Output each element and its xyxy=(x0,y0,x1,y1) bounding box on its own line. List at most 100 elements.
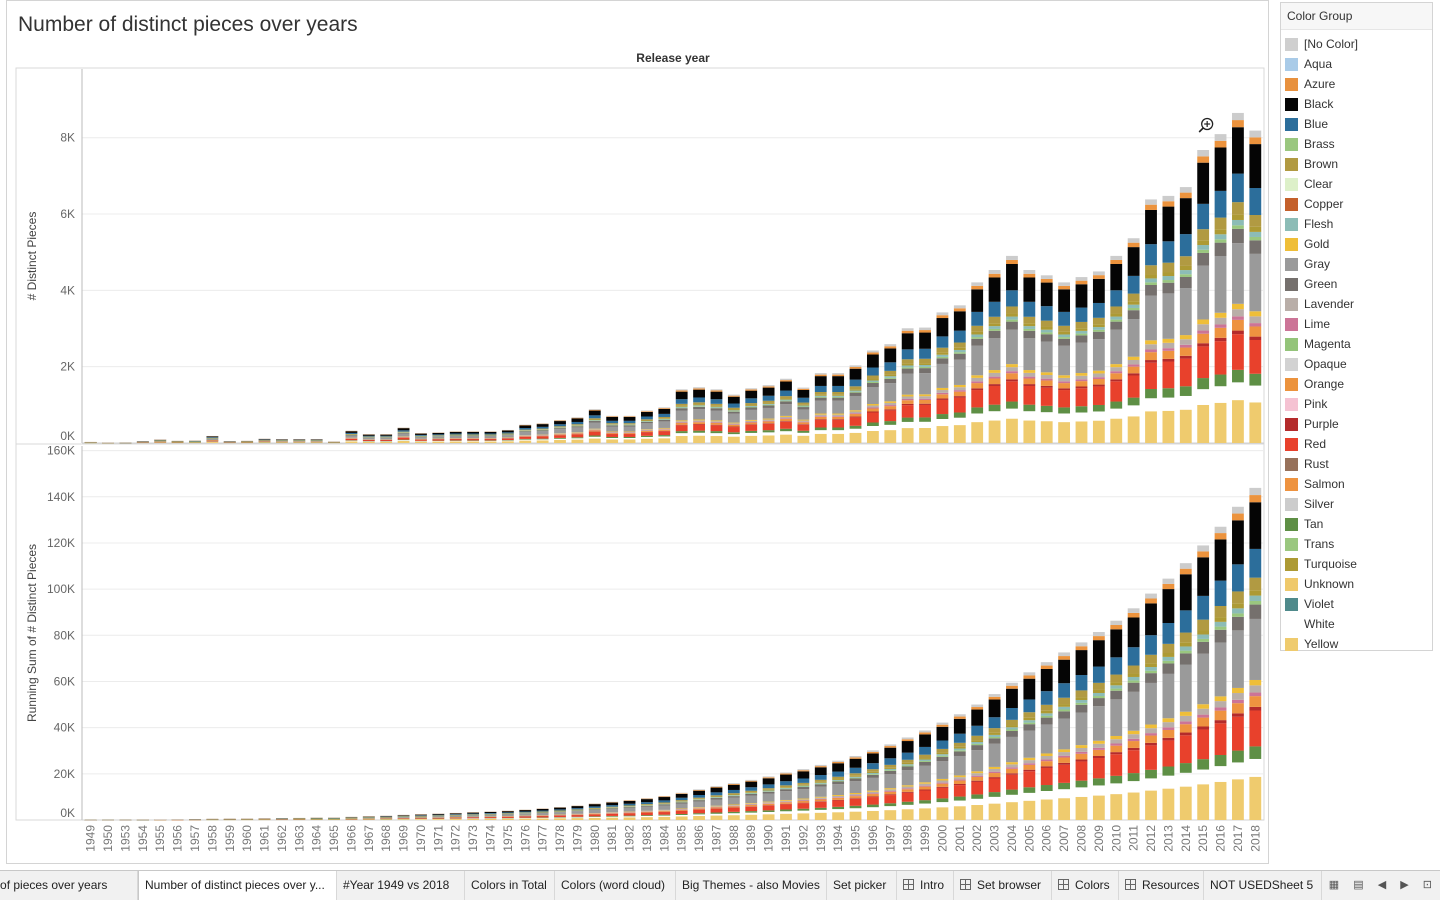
legend-swatch xyxy=(1285,377,1298,391)
bar-segment-flesh xyxy=(797,405,810,407)
legend-item[interactable]: Rust xyxy=(1281,454,1432,474)
legend-item[interactable]: Opaque xyxy=(1281,354,1432,374)
legend-item[interactable]: Red xyxy=(1281,434,1432,454)
legend-item[interactable]: Flesh xyxy=(1281,214,1432,234)
legend-item[interactable]: Magenta xyxy=(1281,334,1432,354)
zoom-icon[interactable] xyxy=(1198,117,1214,133)
legend-item[interactable]: Green xyxy=(1281,274,1432,294)
legend-item[interactable]: Salmon xyxy=(1281,474,1432,494)
present-icon[interactable]: ⊡ xyxy=(1422,879,1432,891)
legend-item[interactable]: Purple xyxy=(1281,414,1432,434)
color-legend[interactable]: Color Group [No Color] Aqua Azure Black Blue… xyxy=(1280,2,1433,651)
bar-segment-purple xyxy=(1127,747,1140,751)
bar-segment-yellow xyxy=(1058,798,1071,820)
bar-segment-gold xyxy=(1006,762,1018,765)
legend-label: Magenta xyxy=(1304,337,1351,351)
legend-item[interactable]: Brass xyxy=(1281,134,1432,154)
bar-segment-black xyxy=(866,354,879,368)
sheet-tab[interactable]: #Year 1949 vs 2018 xyxy=(337,871,465,900)
bar-segment-gray xyxy=(745,795,758,804)
legend-item[interactable]: Lime xyxy=(1281,314,1432,334)
bar-segment-gray xyxy=(1145,682,1157,725)
bar-segment-yellow xyxy=(1040,421,1053,443)
bar-segment-yellow xyxy=(1006,418,1018,443)
bar-1997 xyxy=(884,344,897,443)
legend-item[interactable]: Trans xyxy=(1281,534,1432,554)
bar-segment-salmon xyxy=(1214,710,1227,721)
legend-item[interactable]: Yellow xyxy=(1281,634,1432,654)
bar-segment-black xyxy=(745,390,758,399)
sheet-tab[interactable]: Number of distinct pieces over y... xyxy=(138,871,337,900)
sheet-tab[interactable]: Resources xyxy=(1119,871,1204,900)
bar-segment-gray xyxy=(345,435,358,438)
bar-segment-trans xyxy=(919,760,931,762)
legend-label: Gray xyxy=(1304,257,1331,271)
sheet-tab[interactable]: Set picker xyxy=(827,871,897,900)
bar-segment-blue xyxy=(1127,647,1140,666)
legend-item[interactable]: Pink xyxy=(1281,394,1432,414)
bar-segment-red xyxy=(1145,745,1157,770)
bar-segment-lavender xyxy=(1040,375,1053,379)
prev-sheet-icon[interactable]: ◀ xyxy=(1377,879,1387,891)
bar-segment-lavender xyxy=(866,791,879,794)
bar-segment-flesh xyxy=(1040,713,1053,716)
sheet-tab[interactable]: NOT USEDSheet 5 xyxy=(1204,871,1322,900)
bar-segment-tan xyxy=(397,439,410,441)
legend-item[interactable]: Unknown xyxy=(1281,574,1432,594)
sheet-tab[interactable]: Colors in Total xyxy=(465,871,555,900)
bar-segment-trans xyxy=(901,367,914,369)
bar-segment-tan xyxy=(762,810,775,812)
sheet-tab[interactable]: Intro xyxy=(897,871,954,900)
legend-item[interactable]: Clear xyxy=(1281,174,1432,194)
legend-item[interactable]: [No Color] xyxy=(1281,34,1432,54)
bar-segment-blue xyxy=(901,349,914,360)
legend-item[interactable]: Orange xyxy=(1281,374,1432,394)
sheet-tab[interactable]: Set browser xyxy=(954,871,1052,900)
bar-segment-tan xyxy=(780,809,792,812)
bar-segment-black xyxy=(988,699,1001,718)
x-tick-label: 1966 xyxy=(344,825,358,852)
bar-segment-lavender xyxy=(919,396,931,399)
bar-segment-blue xyxy=(1075,307,1088,322)
legend-item[interactable]: Silver xyxy=(1281,494,1432,514)
legend-label: Green xyxy=(1304,277,1338,291)
grid-view-icon[interactable]: ▦ xyxy=(1328,879,1340,891)
bar-segment-black xyxy=(901,741,914,753)
bar-1974 xyxy=(484,811,497,820)
bar-segment-blue xyxy=(1110,657,1123,675)
legend-item[interactable]: Tan xyxy=(1281,514,1432,534)
bar-segment-yellow xyxy=(832,812,845,820)
legend-item[interactable]: Brown xyxy=(1281,154,1432,174)
legend-item[interactable]: Copper xyxy=(1281,194,1432,214)
legend-item[interactable]: Gray xyxy=(1281,254,1432,274)
legend-item[interactable]: Turquoise xyxy=(1281,554,1432,574)
filmstrip-view-icon[interactable]: ▤ xyxy=(1353,879,1364,891)
sheet-tab[interactable]: Colors xyxy=(1052,871,1119,900)
legend-item[interactable]: Azure xyxy=(1281,74,1432,94)
bar-segment-gray xyxy=(588,809,601,813)
bar-1963 xyxy=(293,817,306,821)
sheet-tab[interactable]: Big Themes - also Movies xyxy=(676,871,827,900)
legend-item[interactable]: Lavender xyxy=(1281,294,1432,314)
bar-segment-black xyxy=(936,726,949,741)
legend-item[interactable]: Black xyxy=(1281,94,1432,114)
bar-segment-tan xyxy=(658,435,671,437)
bar-segment-salmon xyxy=(814,799,827,802)
legend-item[interactable]: Gold xyxy=(1281,234,1432,254)
legend-item[interactable]: Blue xyxy=(1281,114,1432,134)
bar-segment-red xyxy=(866,412,879,423)
bar-segment-gray xyxy=(988,338,1001,371)
sheet-tab[interactable]: Number of pieces over years xyxy=(0,871,138,900)
sheet-tab[interactable]: Colors (word cloud) xyxy=(555,871,676,900)
bar-segment-purple xyxy=(1249,706,1262,711)
legend-item[interactable]: Aqua xyxy=(1281,54,1432,74)
bar-segment-gold xyxy=(832,794,845,796)
bar-segment-salmon xyxy=(1249,696,1262,707)
next-sheet-icon[interactable]: ▶ xyxy=(1400,879,1409,891)
legend-item[interactable]: White xyxy=(1281,614,1432,634)
dashboard-grid-icon xyxy=(960,879,971,890)
x-tick-label: 2016 xyxy=(1214,825,1228,852)
bar-segment-red xyxy=(484,817,497,819)
legend-item[interactable]: Violet xyxy=(1281,594,1432,614)
